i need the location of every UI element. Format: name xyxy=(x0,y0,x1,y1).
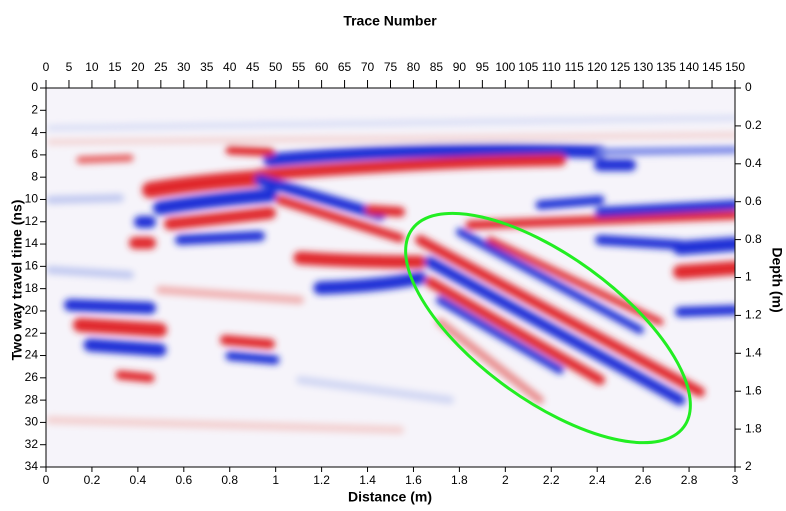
radargram xyxy=(46,88,735,467)
y-tick-label: 18 xyxy=(25,281,39,295)
x2-tick-label: 140 xyxy=(679,60,699,74)
x2-tick-label: 25 xyxy=(154,60,168,74)
y-tick-label: 2 xyxy=(31,102,38,116)
y2-axis-label: Depth (m) xyxy=(769,247,785,312)
x2-tick-label: 75 xyxy=(384,60,398,74)
x2-tick-label: 130 xyxy=(633,60,653,74)
x2-tick-label: 45 xyxy=(246,60,260,74)
x2-tick-label: 30 xyxy=(177,60,191,74)
x2-tick-label: 50 xyxy=(269,60,283,74)
y-axis-label: Two way travel time (ns) xyxy=(9,200,25,361)
x-tick-label: 3 xyxy=(732,473,739,487)
x2-tick-label: 90 xyxy=(453,60,467,74)
x2-tick-label: 110 xyxy=(542,60,561,74)
x-tick-label: 1 xyxy=(272,473,279,487)
y-tick-label: 30 xyxy=(25,415,39,429)
x-tick-label: 0.8 xyxy=(221,473,238,487)
y-tick-label: 22 xyxy=(25,325,39,339)
x2-tick-label: 70 xyxy=(361,60,375,74)
x2-tick-label: 55 xyxy=(292,60,306,74)
x2-tick-label: 15 xyxy=(108,60,122,74)
y2-tick-label: 0.6 xyxy=(745,194,762,208)
highlight-ellipse xyxy=(404,211,692,445)
y2-tick-label: 0.2 xyxy=(745,118,762,132)
y2-tick-label: 1.4 xyxy=(745,345,762,359)
x2-tick-label: 20 xyxy=(131,60,145,74)
y2-tick-label: 1 xyxy=(745,270,752,284)
x-tick-label: 2.4 xyxy=(589,473,606,487)
x2-tick-label: 125 xyxy=(610,60,630,74)
y2-tick-label: 0 xyxy=(745,80,752,94)
y-tick-label: 4 xyxy=(31,125,38,139)
x2-tick-label: 150 xyxy=(725,60,745,74)
x2-tick-label: 120 xyxy=(587,60,607,74)
x2-tick-label: 105 xyxy=(518,60,538,74)
x2-tick-label: 115 xyxy=(565,60,584,74)
y2-tick-label: 1.8 xyxy=(745,421,762,435)
y2-tick-label: 0.8 xyxy=(745,232,762,246)
x2-tick-label: 85 xyxy=(430,60,444,74)
x2-tick-label: 80 xyxy=(407,60,421,74)
x-tick-label: 2.6 xyxy=(635,473,652,487)
x2-tick-label: 10 xyxy=(85,60,99,74)
x-tick-label: 0 xyxy=(43,473,50,487)
y2-tick-label: 1.6 xyxy=(745,383,762,397)
y-tick-label: 12 xyxy=(25,214,39,228)
x-axis-label: Distance (m) xyxy=(348,489,432,505)
x-tick-label: 2.8 xyxy=(681,473,698,487)
y-tick-label: 24 xyxy=(25,348,39,362)
x-tick-label: 0.6 xyxy=(175,473,192,487)
x2-axis-label: Trace Number xyxy=(343,13,437,29)
y-tick-label: 32 xyxy=(25,437,39,451)
y-tick-label: 10 xyxy=(25,192,39,206)
x2-tick-label: 60 xyxy=(315,60,329,74)
y-tick-label: 16 xyxy=(25,259,39,273)
x-tick-label: 1.8 xyxy=(451,473,468,487)
y-tick-label: 8 xyxy=(31,169,38,183)
y2-tick-label: 0.4 xyxy=(745,156,762,170)
x-tick-label: 1.4 xyxy=(359,473,376,487)
y2-tick-label: 2 xyxy=(745,459,752,473)
x2-tick-label: 65 xyxy=(338,60,352,74)
y-tick-label: 20 xyxy=(25,303,39,317)
y-tick-label: 14 xyxy=(25,236,39,250)
y-tick-label: 28 xyxy=(25,392,39,406)
x2-tick-label: 100 xyxy=(495,60,515,74)
y-tick-label: 26 xyxy=(25,370,39,384)
x2-tick-label: 95 xyxy=(476,60,490,74)
y-tick-label: 6 xyxy=(31,147,38,161)
y-tick-label: 0 xyxy=(31,80,38,94)
y-tick-label: 34 xyxy=(25,459,39,473)
x-tick-label: 0.4 xyxy=(130,473,147,487)
x-tick-label: 0.2 xyxy=(84,473,101,487)
y2-tick-label: 1.2 xyxy=(745,308,762,322)
x2-tick-label: 0 xyxy=(43,60,50,74)
x2-tick-label: 145 xyxy=(702,60,722,74)
x2-tick-label: 40 xyxy=(223,60,237,74)
x2-tick-label: 135 xyxy=(656,60,676,74)
x-tick-label: 1.2 xyxy=(313,473,330,487)
x2-tick-label: 5 xyxy=(66,60,73,74)
x-tick-label: 1.6 xyxy=(405,473,422,487)
x2-tick-label: 35 xyxy=(200,60,214,74)
x-tick-label: 2 xyxy=(502,473,509,487)
x-tick-label: 2.2 xyxy=(543,473,560,487)
